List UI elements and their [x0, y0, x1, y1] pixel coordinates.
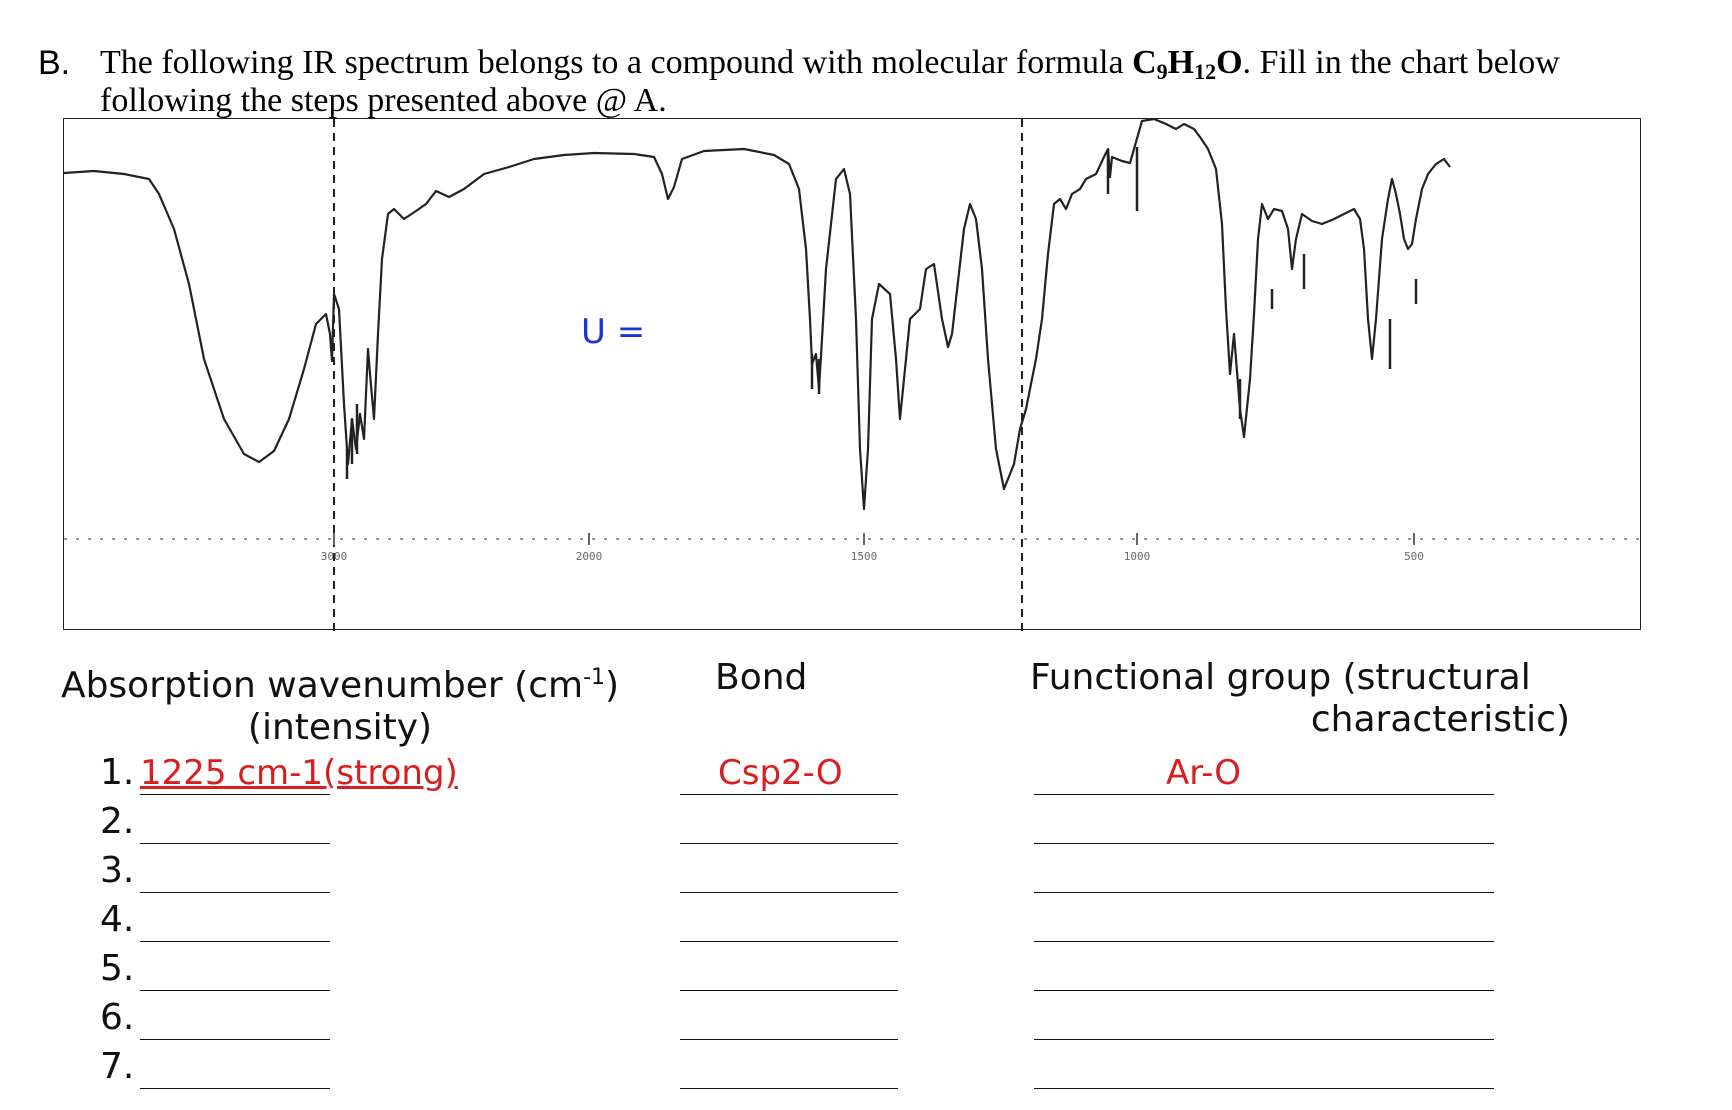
table-row: 3.	[0, 850, 1732, 898]
absorption-blank[interactable]	[140, 892, 330, 893]
ir-spectrum: 3000 2000 1500 1000 500	[63, 118, 1642, 631]
formula-h-sub: 12	[1194, 59, 1217, 84]
functional-group-answer: Ar-O	[1166, 753, 1242, 793]
header-fg-line1: Functional group (structural	[1030, 657, 1531, 698]
formula-h: H	[1167, 44, 1195, 81]
row-number: 1.	[100, 752, 135, 793]
bond-blank[interactable]	[680, 794, 898, 795]
functional-group-blank[interactable]	[1034, 794, 1494, 795]
row-number: 3.	[100, 850, 135, 891]
header-absorption-line2: (intensity)	[247, 707, 433, 748]
functional-group-blank[interactable]	[1034, 1088, 1494, 1089]
absorption-answer: 1225 cm-1(strong)	[140, 753, 458, 793]
tick-label-3000: 3000	[321, 550, 348, 563]
formula-c-sub: 9	[1156, 59, 1168, 84]
formula-o: O	[1216, 44, 1243, 81]
row-number: 2.	[100, 801, 135, 842]
ir-spectrum-svg: 3000 2000 1500 1000 500	[64, 119, 1642, 631]
header-absorption-text: Absorption wavenumber (cm	[60, 665, 584, 706]
tick-label-2000: 2000	[576, 550, 603, 563]
row-number: 5.	[100, 948, 135, 989]
header-absorption-close: )	[605, 665, 620, 706]
bond-blank[interactable]	[680, 892, 898, 893]
question-text-after: . Fill in the chart below following the …	[100, 44, 1560, 119]
question-text: The following IR spectrum belongs to a c…	[100, 44, 1680, 120]
question-text-before: The following IR spectrum belongs to a c…	[100, 44, 1133, 81]
bond-blank[interactable]	[680, 990, 898, 991]
table-row: 5.	[0, 948, 1732, 996]
bond-blank[interactable]	[680, 843, 898, 844]
formula-c: C	[1132, 44, 1157, 81]
tick-label-1500: 1500	[851, 550, 878, 563]
absorption-blank[interactable]	[140, 794, 330, 795]
absorption-blank[interactable]	[140, 1088, 330, 1089]
header-absorption-line1: Absorption wavenumber (cm-1)	[60, 657, 620, 707]
spectrum-spikes	[345, 147, 1418, 479]
tick-label-500: 500	[1404, 550, 1424, 563]
molecular-formula: C9H12O	[1132, 44, 1243, 84]
table-row: 4.	[0, 899, 1732, 947]
header-fg-line2: characteristic)	[1310, 699, 1570, 740]
bond-blank[interactable]	[680, 941, 898, 942]
functional-group-blank[interactable]	[1034, 1039, 1494, 1040]
bond-answer: Csp2-O	[718, 753, 843, 793]
functional-group-blank[interactable]	[1034, 892, 1494, 893]
spectrum-trace	[64, 119, 1451, 511]
row-number: 6.	[100, 997, 135, 1038]
absorption-blank[interactable]	[140, 1039, 330, 1040]
header-absorption-sup: -1	[583, 665, 605, 690]
tick-label-1000: 1000	[1124, 550, 1151, 563]
header-bond: Bond	[715, 657, 808, 698]
question-letter: B.	[38, 44, 71, 82]
table-row: 1. 1225 cm-1(strong) Csp2-O Ar-O	[0, 752, 1732, 800]
functional-group-blank[interactable]	[1034, 941, 1494, 942]
functional-group-blank[interactable]	[1034, 990, 1494, 991]
unsaturation-label: U =	[581, 312, 646, 352]
table-row: 7.	[0, 1046, 1732, 1094]
bond-blank[interactable]	[680, 1088, 898, 1089]
absorption-blank[interactable]	[140, 941, 330, 942]
table-row: 2.	[0, 801, 1732, 849]
row-number: 7.	[100, 1046, 135, 1087]
bond-blank[interactable]	[680, 1039, 898, 1040]
absorption-blank[interactable]	[140, 990, 330, 991]
absorption-blank[interactable]	[140, 843, 330, 844]
functional-group-blank[interactable]	[1034, 843, 1494, 844]
header-absorption: Absorption wavenumber (cm-1) (intensity)	[60, 657, 620, 749]
row-number: 4.	[100, 899, 135, 940]
header-functional-group: Functional group (structural characteris…	[1030, 657, 1570, 741]
table-row: 6.	[0, 997, 1732, 1045]
